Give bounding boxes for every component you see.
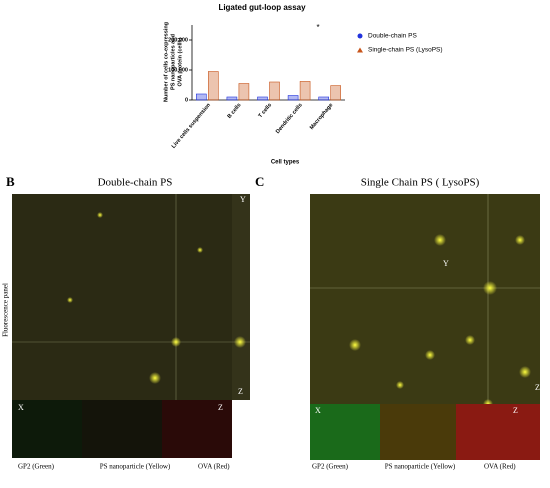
- x-axis-label: Cell types: [271, 160, 300, 166]
- bar: [318, 96, 330, 101]
- axis-label: Y: [240, 195, 246, 204]
- bar: [238, 83, 250, 101]
- micrograph: [310, 194, 540, 404]
- axis-label: Z: [218, 403, 223, 412]
- x-tick-label: T cells: [258, 102, 274, 119]
- channel-label: PS nanoparticle (Yellow): [100, 463, 171, 471]
- axis-label: Z: [535, 383, 540, 392]
- bar: [330, 85, 342, 101]
- axis-label: Z: [238, 387, 243, 396]
- bar: [196, 93, 207, 101]
- annotation: *: [316, 23, 319, 32]
- z-strip: [232, 194, 250, 400]
- channel-label: OVA (Red): [484, 463, 516, 471]
- panel-title: Single Chain PS ( LysoPS): [361, 177, 480, 189]
- legend-label: Double-chain PS: [368, 33, 417, 40]
- side-label: Fluorescence panel: [2, 283, 10, 337]
- x-tick-label: Live cells suspension: [171, 102, 213, 150]
- channel-label: GP2 (Green): [312, 463, 349, 471]
- chart-title: Ligated gut-loop assay: [218, 3, 306, 12]
- channel-yellow: [82, 400, 162, 458]
- panel-title: Double-chain PS: [98, 177, 173, 189]
- channel-red: [456, 404, 540, 460]
- bar: [299, 81, 311, 101]
- y-axis-label: PS nanoparticles and: [170, 34, 176, 90]
- axis-label: Y: [535, 187, 541, 196]
- bar: [287, 95, 299, 101]
- y-tick-label: 100,000: [168, 67, 188, 73]
- bar: [257, 96, 268, 101]
- legend-marker: [357, 47, 363, 53]
- x-tick-label: Dendritic cells: [275, 102, 304, 135]
- channel-label: GP2 (Green): [18, 463, 55, 471]
- bar: [269, 81, 280, 101]
- axis-label: X: [315, 406, 321, 415]
- x-tick-label: Macrophage: [309, 102, 334, 131]
- channel-red: [162, 400, 232, 458]
- channel-yellow: [380, 404, 456, 460]
- channel-green: [12, 400, 82, 458]
- panel-label: B: [6, 174, 15, 189]
- panel-label: C: [255, 174, 264, 189]
- axis-label: X: [18, 403, 24, 412]
- y-axis-label: OVA protein (cells): [177, 37, 183, 86]
- channel-label: OVA (Red): [198, 463, 230, 471]
- legend-marker: [357, 33, 363, 39]
- micrograph: [12, 194, 250, 400]
- axis-label: Z: [513, 406, 518, 415]
- y-axis-label: Number of cells co-expressing: [163, 22, 169, 102]
- y-tick-label: 200,000: [168, 37, 188, 43]
- y-tick-label: 0: [185, 97, 188, 103]
- legend-label: Single-chain PS (LysoPS): [368, 47, 443, 54]
- axis-label: Y: [443, 259, 449, 268]
- channel-green: [310, 404, 380, 460]
- channel-label: PS nanoparticle (Yellow): [385, 463, 456, 471]
- x-tick-label: B cells: [227, 102, 243, 119]
- bar: [208, 71, 219, 101]
- bar: [226, 96, 238, 101]
